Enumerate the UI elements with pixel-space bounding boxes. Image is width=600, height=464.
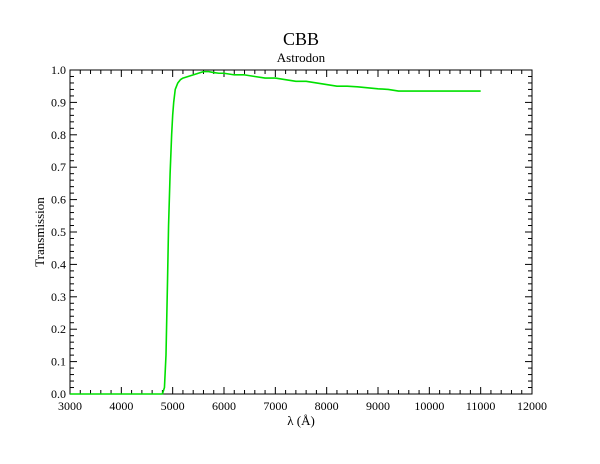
x-tick-label: 4000 xyxy=(109,399,133,413)
tick-marks xyxy=(69,69,533,395)
y-tick-label: 0.0 xyxy=(51,387,66,401)
y-tick-label: 0.6 xyxy=(51,193,66,207)
y-axis-label: Transmission xyxy=(32,197,47,267)
plot-frame xyxy=(69,69,533,395)
x-tick-label: 9000 xyxy=(366,399,390,413)
chart-title: CBB xyxy=(283,29,319,49)
x-tick-label: 11000 xyxy=(466,399,496,413)
x-tick-label: 3000 xyxy=(58,399,82,413)
y-tick-label: 0.5 xyxy=(51,225,66,239)
x-tick-label: 7000 xyxy=(263,399,287,413)
y-tick-label: 0.7 xyxy=(51,160,66,174)
y-tick-label: 1.0 xyxy=(51,63,66,77)
x-tick-label: 8000 xyxy=(315,399,339,413)
series-line xyxy=(70,70,481,395)
y-tick-label: 0.9 xyxy=(51,95,66,109)
x-axis-label: λ (Å) xyxy=(287,413,315,428)
series-group xyxy=(70,70,481,395)
y-tick-label: 0.1 xyxy=(51,355,66,369)
y-tick-label: 0.8 xyxy=(51,128,66,142)
x-tick-label: 12000 xyxy=(517,399,547,413)
chart-subtitle: Astrodon xyxy=(277,50,326,65)
x-tick-labels: 3000 4000 5000 6000 7000 8000 9000 10000 11000 12… xyxy=(58,399,547,413)
x-tick-label: 5000 xyxy=(161,399,185,413)
y-tick-label: 0.4 xyxy=(51,257,66,271)
y-tick-label: 0.2 xyxy=(51,322,66,336)
x-tick-label: 10000 xyxy=(414,399,444,413)
y-tick-label: 0.3 xyxy=(51,290,66,304)
y-tick-labels: 0.0 0.1 0.2 0.3 0.4 0.5 0.6 0.7 0.8 0.9 1.0 xyxy=(51,63,66,401)
x-tick-label: 6000 xyxy=(212,399,236,413)
